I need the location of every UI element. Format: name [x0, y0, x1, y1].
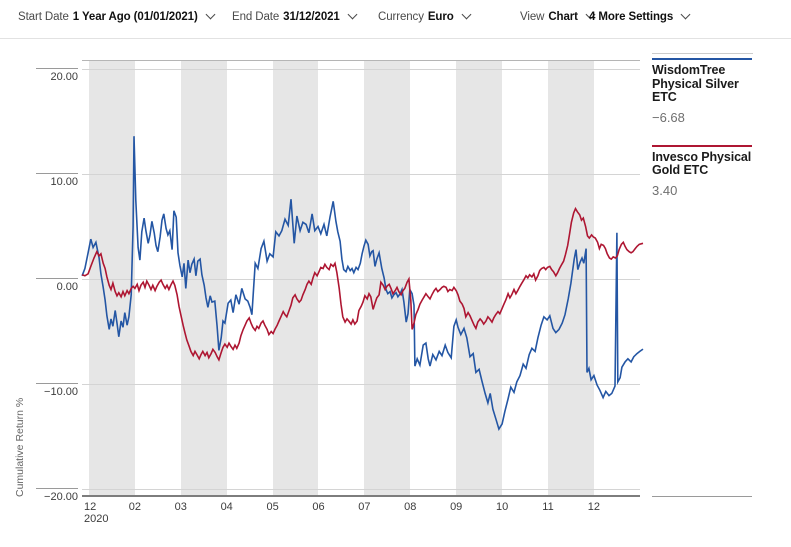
legend-series-value: 3.40	[652, 182, 678, 198]
view-label: View	[520, 11, 545, 23]
y-axis-title: Cumulative Return %	[14, 397, 26, 497]
toolbar-separator	[0, 38, 791, 39]
x-tick-label-10: 10	[495, 501, 509, 513]
gridline-0	[82, 279, 640, 280]
end-date-value: 31/12/2021	[283, 11, 340, 23]
x-axis-first-tick: 12 2020	[84, 501, 108, 525]
x-axis-line	[82, 495, 640, 497]
chart-settings-toolbar: Start Date 1 Year Ago (01/01/2021) End Dat…	[0, 0, 791, 38]
gridline--10	[82, 384, 640, 385]
x-tick-label-05: 05	[266, 501, 279, 513]
y-tick-line	[36, 278, 78, 279]
y-tick-label: −10.00	[44, 386, 78, 398]
x-tick-label-09: 09	[450, 501, 463, 513]
legend-series-swatch	[652, 144, 752, 147]
legend-series-name: WisdomTree Physical Silver ETC	[652, 63, 739, 104]
x-tick-label-07: 07	[358, 501, 371, 513]
series-line-gold	[81, 206, 644, 362]
chevron-down-icon	[205, 9, 216, 20]
x-tick-label-11: 11	[542, 501, 554, 513]
chevron-down-icon	[347, 9, 358, 20]
more-settings-value: 4 More Settings	[589, 11, 674, 23]
y-tick-label: 20.00	[50, 71, 78, 83]
legend-bottom-rule	[652, 496, 752, 497]
x-tick-label-03: 03	[174, 501, 187, 513]
toolbar-dropdown-start-date[interactable]: Start Date 1 Year Ago (01/01/2021)	[18, 9, 216, 23]
y-tick-label: −20.00	[44, 491, 78, 503]
view-value: Chart	[548, 11, 578, 23]
currency-value: Euro	[427, 11, 454, 23]
chart-legend: WisdomTree Physical Silver ETC −6.68 Inves…	[652, 53, 753, 198]
start-date-value: 1 Year Ago (01/01/2021)	[72, 11, 198, 23]
gridline--20	[82, 489, 640, 490]
chart-plot-area[interactable]	[81, 60, 644, 497]
legend-series-name: Invesco Physical Gold ETC	[652, 149, 752, 177]
chevron-down-icon	[461, 9, 472, 20]
y-tick-line	[36, 383, 78, 384]
x-axis-first-tick-year: 2020	[84, 513, 109, 525]
toolbar-dropdown-currency[interactable]: Currency Euro	[378, 9, 472, 23]
toolbar-dropdown-view[interactable]: View Chart	[520, 9, 596, 23]
legend-item-gold: Invesco Physical Gold ETC 3.40	[652, 144, 753, 198]
gridline-20	[82, 69, 640, 70]
legend-series-swatch	[652, 58, 752, 60]
y-tick-label: 0.00	[56, 281, 78, 293]
chart-region: Cumulative Return % 20.00 10.00 0.00 −10.00…	[0, 39, 791, 547]
x-tick-label-02: 02	[128, 501, 142, 513]
x-tick-label-06: 06	[312, 501, 325, 513]
gridline-10	[82, 174, 640, 175]
x-axis-first-tick-month: 12	[84, 501, 97, 513]
x-tick-label-12: 12	[587, 501, 601, 513]
legend-series-value: −6.68	[652, 109, 685, 125]
chevron-down-icon	[680, 9, 691, 20]
y-tick-line	[36, 68, 78, 69]
end-date-label: End Date	[232, 11, 280, 23]
series-line-silver	[81, 136, 644, 432]
x-tick-label-08: 08	[404, 501, 417, 513]
y-tick-label: 10.00	[50, 176, 78, 188]
legend-item-silver: WisdomTree Physical Silver ETC −6.68	[652, 58, 753, 125]
toolbar-dropdown-more-settings[interactable]: 4 More Settings	[585, 9, 691, 23]
y-tick-line	[36, 488, 78, 489]
y-tick-line	[36, 173, 78, 174]
x-tick-label-04: 04	[220, 501, 233, 513]
toolbar-dropdown-end-date[interactable]: End Date 31/12/2021	[232, 9, 358, 23]
currency-label: Currency	[378, 11, 424, 23]
start-date-label: Start Date	[18, 11, 69, 23]
